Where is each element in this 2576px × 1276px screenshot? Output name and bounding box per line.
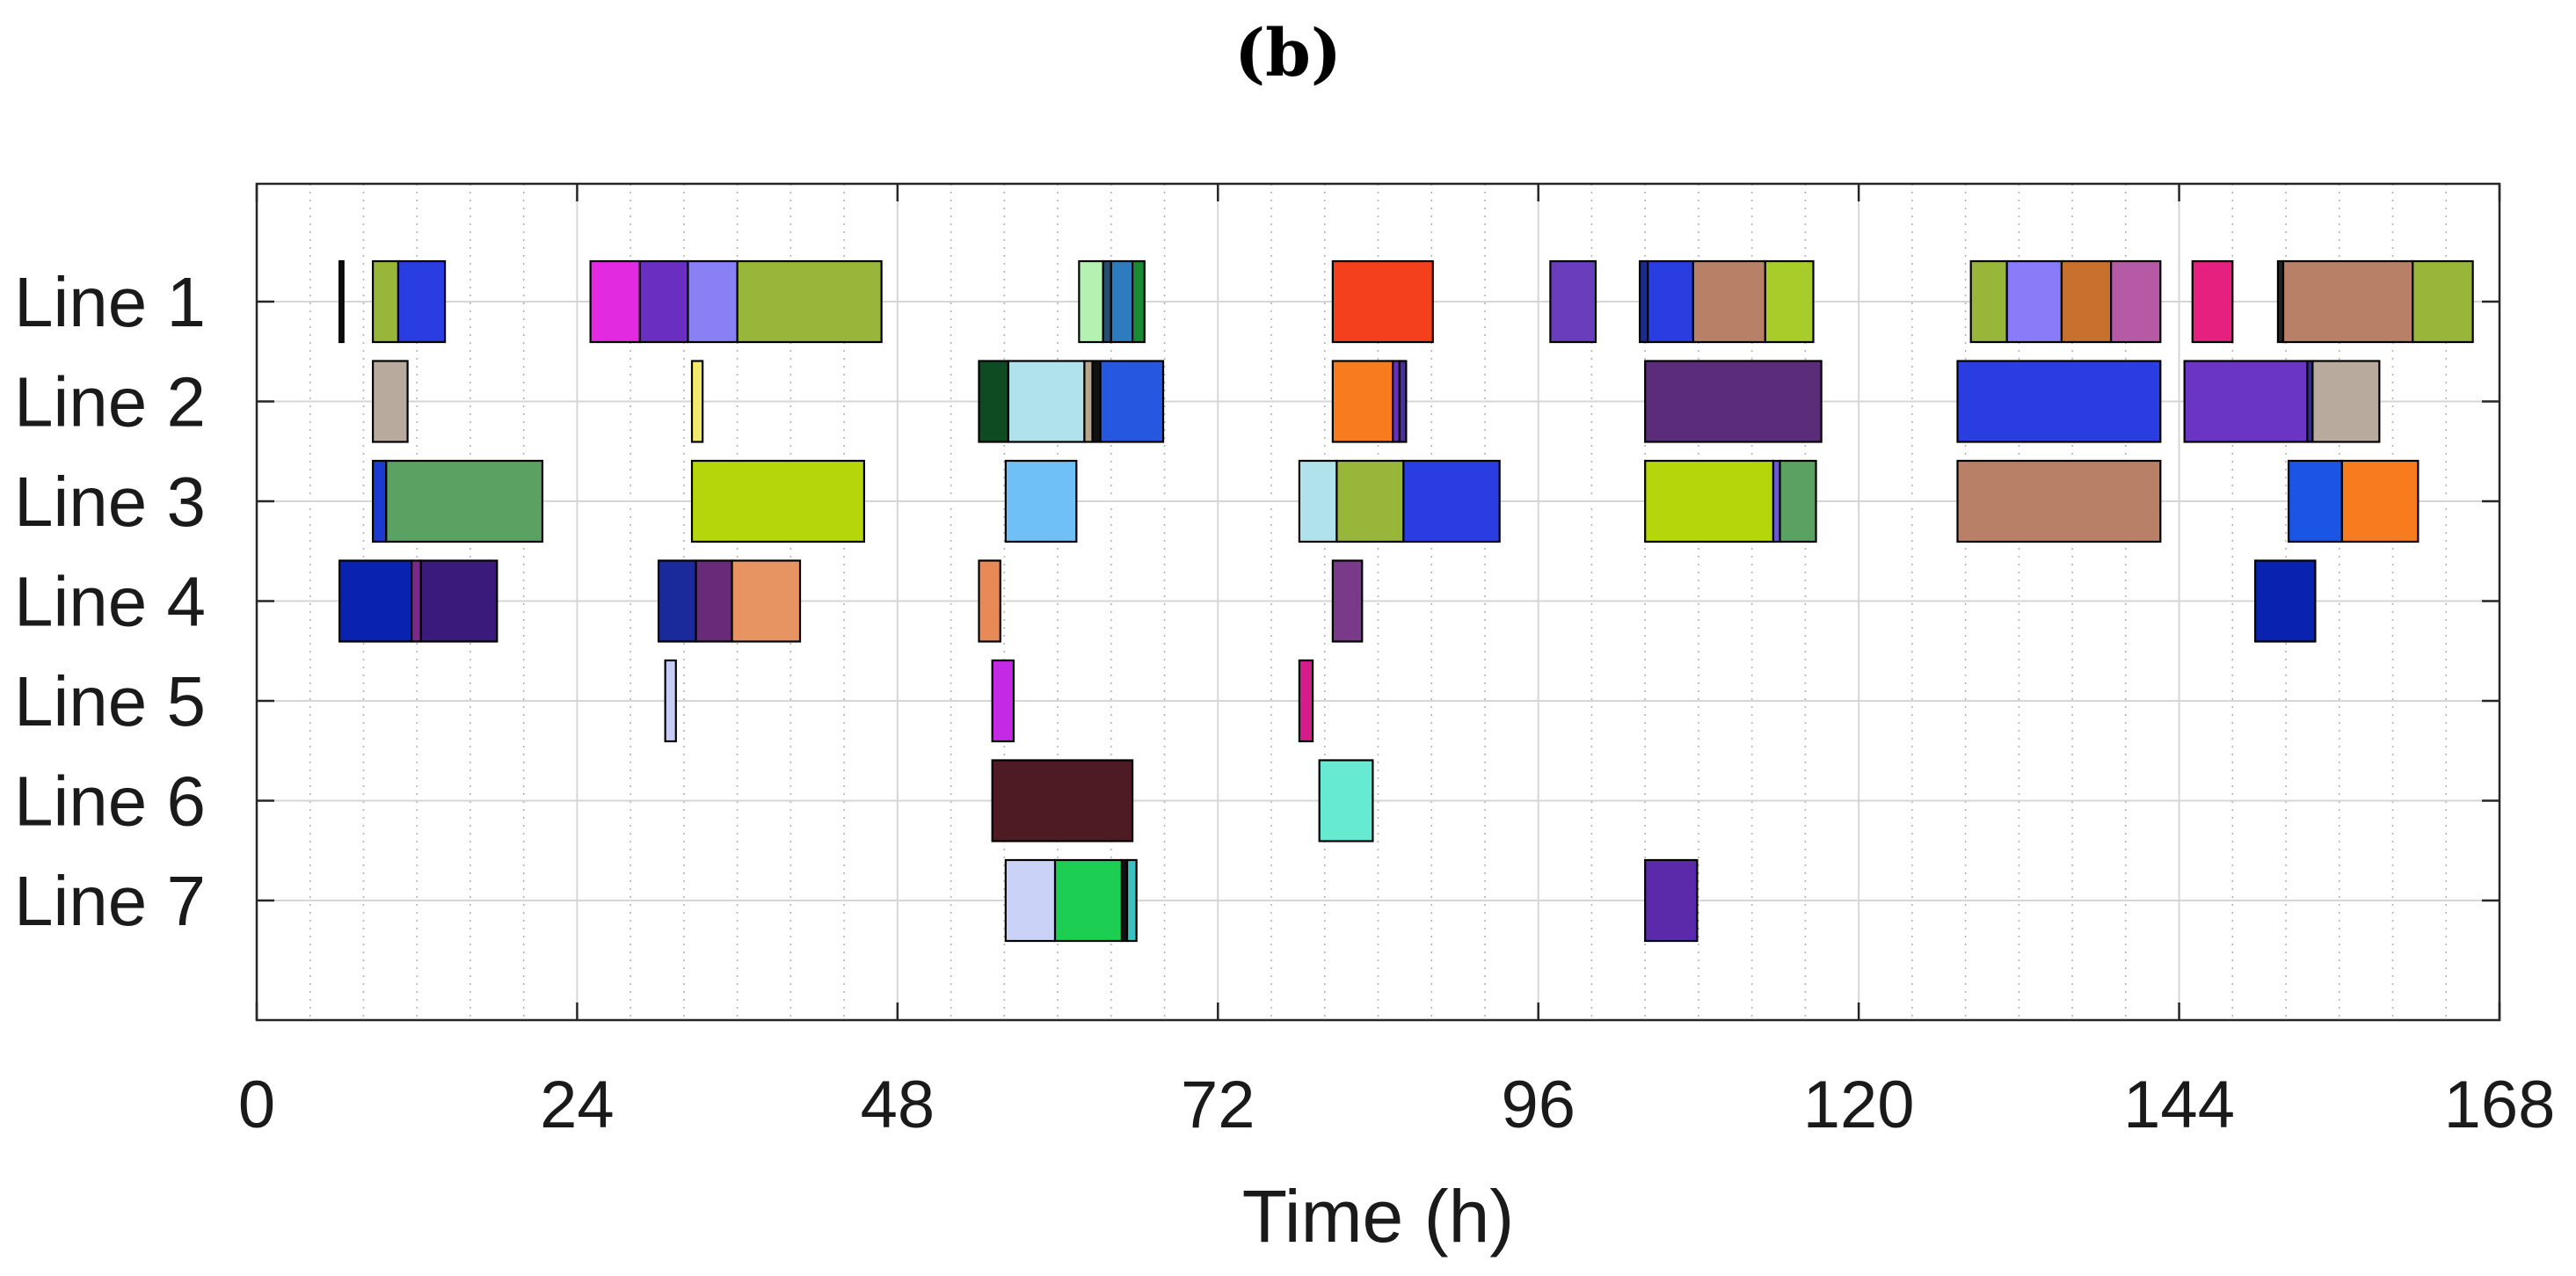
y-tick-labels: Line 1 Line 2 Line 3 Line 4 Line 5 Line 6 Line… xyxy=(14,263,206,940)
x-tick-label: 168 xyxy=(2444,1068,2556,1142)
task-bar xyxy=(419,559,498,643)
task-bar xyxy=(731,559,802,643)
task-bar xyxy=(1099,360,1165,443)
task-bar xyxy=(657,559,697,643)
task-bar xyxy=(1083,360,1094,443)
task-bar xyxy=(1639,259,1649,344)
task-bar xyxy=(991,759,1134,842)
task-bar xyxy=(1004,858,1057,943)
task-bar xyxy=(372,459,388,543)
task-bar xyxy=(1549,259,1597,344)
task-bar xyxy=(1102,259,1112,344)
x-tick-label: 96 xyxy=(1501,1068,1575,1142)
task-bar xyxy=(1053,858,1124,943)
task-bar xyxy=(1969,259,2008,344)
task-bar xyxy=(1078,259,1104,344)
task-bar xyxy=(2412,259,2474,344)
task-bar xyxy=(589,259,641,344)
task-bar xyxy=(687,259,739,344)
task-bar xyxy=(1298,659,1314,743)
x-tick-labels: 0 24 48 72 96 120 144 168 xyxy=(238,1068,2556,1142)
task-bar xyxy=(1110,259,1134,344)
task-bar xyxy=(385,459,544,543)
x-tick-label: 144 xyxy=(2123,1068,2235,1142)
axis-ticks xyxy=(255,184,2501,1020)
task-bar xyxy=(1125,858,1138,943)
x-tick-label: 120 xyxy=(1803,1068,1915,1142)
task-bar xyxy=(1644,858,1699,943)
task-bar xyxy=(1644,459,1775,543)
task-bar xyxy=(1402,459,1501,543)
task-bar xyxy=(1392,360,1401,443)
task-bar xyxy=(372,259,400,344)
y-tick-label: Line 4 xyxy=(14,563,206,641)
x-tick-label: 48 xyxy=(861,1068,935,1142)
task-bar xyxy=(1398,360,1408,443)
task-bar xyxy=(2281,259,2414,344)
task-bar xyxy=(2060,259,2113,344)
task-bar xyxy=(2005,259,2063,344)
task-bar xyxy=(1692,259,1766,344)
task-bar xyxy=(1956,360,2162,443)
task-bar xyxy=(978,559,1001,643)
task-bar xyxy=(1004,459,1078,543)
task-bar xyxy=(1298,459,1338,543)
task-bar xyxy=(1335,459,1405,543)
x-tick-label: 24 xyxy=(540,1068,615,1142)
x-axis-label: Time (h) xyxy=(1242,1175,1515,1258)
task-bar xyxy=(978,360,1009,443)
y-tick-label: Line 3 xyxy=(14,463,206,541)
y-tick-label: Line 6 xyxy=(14,762,206,841)
task-bar xyxy=(372,360,409,443)
task-bar xyxy=(1772,459,1781,543)
task-bar xyxy=(338,259,345,344)
task-bar xyxy=(1764,259,1815,344)
task-bar xyxy=(2340,459,2420,543)
task-bar xyxy=(664,659,677,743)
task-bar xyxy=(2191,259,2234,344)
task-bar xyxy=(1644,360,1823,443)
task-bar xyxy=(1318,759,1374,842)
task-bar xyxy=(338,559,413,643)
task-bar xyxy=(1331,259,1434,344)
task-bar xyxy=(397,259,447,344)
x-tick-label: 72 xyxy=(1181,1068,1255,1142)
task-bar xyxy=(1647,259,1694,344)
y-tick-label: Line 7 xyxy=(14,862,206,940)
task-bar xyxy=(1331,360,1394,443)
task-bar xyxy=(1007,360,1086,443)
task-bar xyxy=(690,360,704,443)
task-bar xyxy=(1779,459,1817,543)
task-bar xyxy=(638,259,689,344)
task-bar xyxy=(736,259,883,344)
task-bar xyxy=(2110,259,2162,344)
y-tick-label: Line 1 xyxy=(14,263,206,341)
panel-label: (b) xyxy=(1234,16,1342,91)
task-bar xyxy=(2311,360,2381,443)
task-bar xyxy=(1091,360,1102,443)
task-bar xyxy=(2183,360,2309,443)
task-bar xyxy=(695,559,733,643)
task-bars xyxy=(338,259,2474,943)
task-bar xyxy=(2287,459,2343,543)
task-bar xyxy=(411,559,422,643)
task-bar xyxy=(1956,459,2162,543)
task-bar xyxy=(1132,259,1146,344)
task-bar xyxy=(2254,559,2317,643)
y-tick-label: Line 2 xyxy=(14,363,206,441)
task-bar xyxy=(690,459,865,543)
x-tick-label: 0 xyxy=(238,1068,275,1142)
y-tick-label: Line 5 xyxy=(14,662,206,740)
task-bar xyxy=(991,659,1015,743)
task-bar xyxy=(1331,559,1364,643)
